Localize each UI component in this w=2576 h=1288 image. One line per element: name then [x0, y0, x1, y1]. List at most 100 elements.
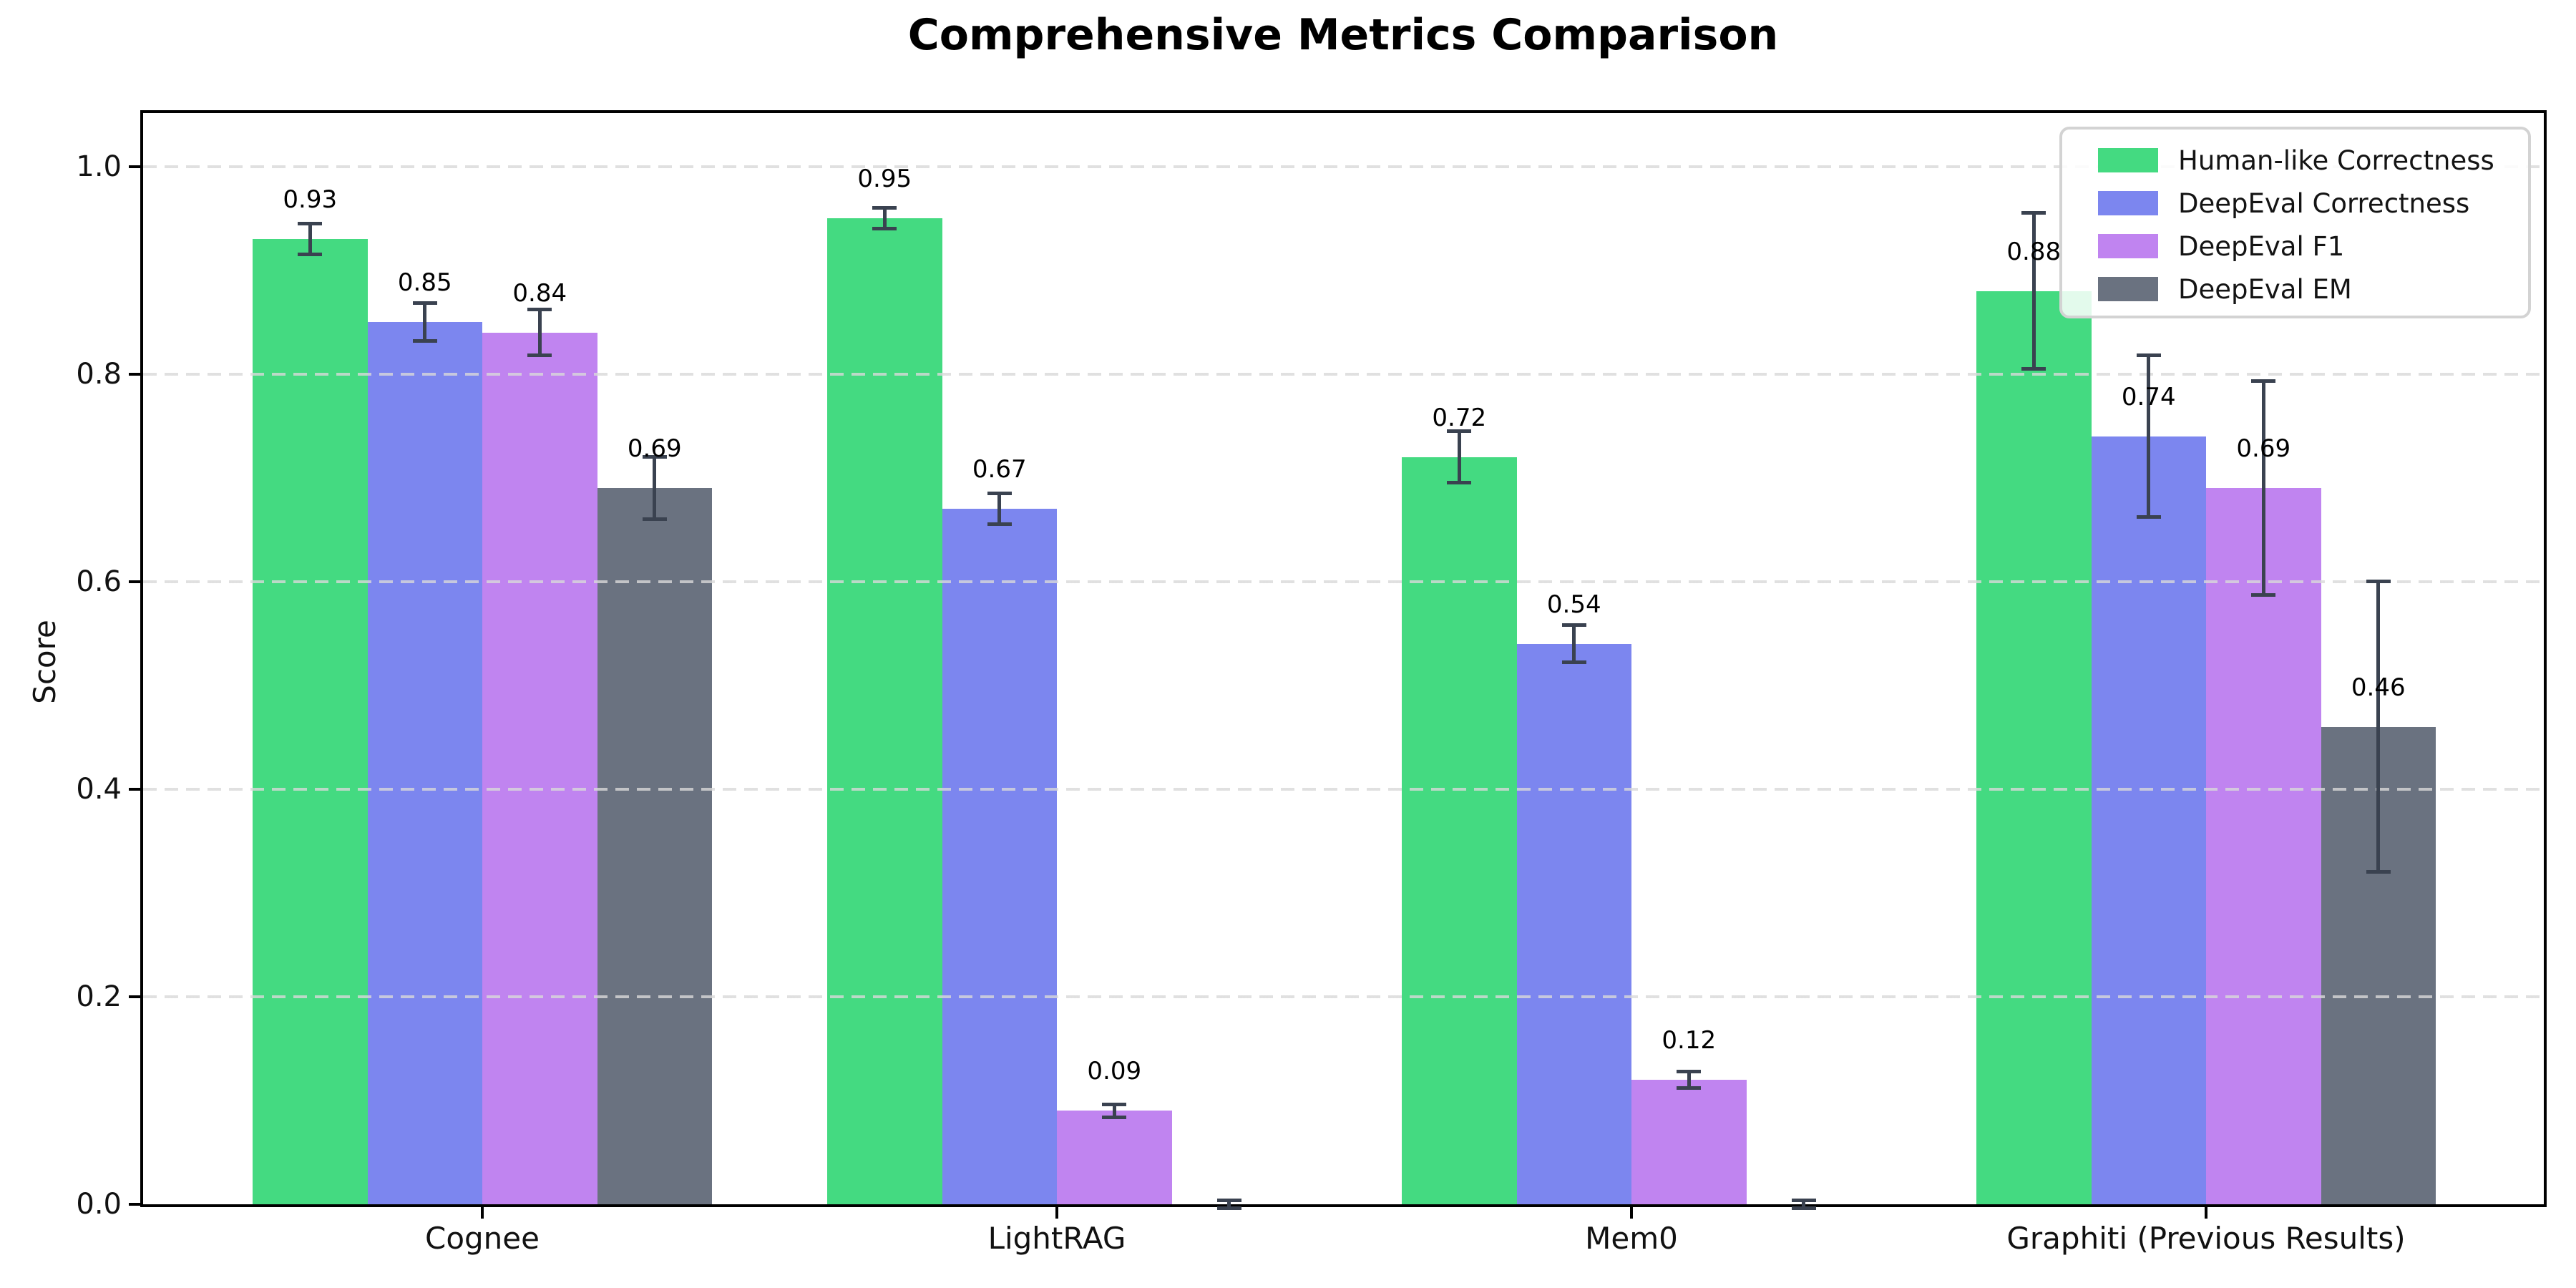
error-bar-cap-bottom — [2366, 870, 2391, 874]
error-bar-cap-bottom — [412, 338, 437, 343]
chart-title: Comprehensive Metrics Comparison — [907, 10, 1779, 60]
x-tick-label-mem0: Mem0 — [1585, 1221, 1678, 1256]
error-bar-line — [308, 223, 312, 255]
bar-value-label: 0.46 — [2351, 673, 2406, 702]
y-tick-mark — [129, 580, 140, 583]
error-bar-cap-top — [2366, 580, 2391, 584]
error-bar-cap-top — [2251, 379, 2276, 384]
error-bar-cap-top — [1102, 1103, 1127, 1107]
plot-canvas: 0.93 0.95 0.72 0.88 0.85 0.67 0.54 0.74 0.84 0.09… — [143, 113, 2544, 1211]
bar-value-label: 0.88 — [2006, 237, 2062, 266]
bar-human-like-correctness — [1402, 457, 1517, 1204]
bar-value-label: 0.69 — [2236, 434, 2291, 464]
bar-deepeval-correctness — [1516, 643, 1631, 1204]
x-tick-label-cognee: Cognee — [425, 1221, 540, 1256]
error-bar-line — [537, 309, 542, 356]
legend-label: DeepEval EM — [2178, 273, 2352, 305]
error-bar-line — [1457, 431, 1461, 483]
error-bar-line — [882, 208, 887, 229]
legend-swatch — [2098, 277, 2158, 301]
error-bar-cap-top — [298, 221, 323, 225]
error-bar-cap-bottom — [872, 227, 897, 231]
x-tick-label-graphiti-previous-results-: Graphiti (Previous Results) — [2006, 1221, 2406, 1256]
bar-value-label: 0.67 — [972, 455, 1027, 484]
error-bar-cap-top — [1561, 623, 1586, 628]
y-tick-label: 0.8 — [76, 357, 122, 391]
error-bar-cap-bottom — [642, 517, 667, 522]
gridline — [143, 787, 2544, 791]
legend: Human-like Correctness DeepEval Correctne… — [2059, 127, 2531, 318]
legend-item: DeepEval EM — [2062, 268, 2528, 311]
bar-value-label: 0.69 — [627, 434, 682, 464]
legend-swatch — [2098, 191, 2158, 215]
error-bar-line — [1687, 1071, 1691, 1088]
error-bar-cap-top — [1447, 429, 1472, 433]
y-tick-label: 0.2 — [76, 980, 122, 1013]
bar-deepeval-f1 — [1057, 1111, 1172, 1204]
error-bar-line — [1802, 1200, 1806, 1209]
bar-human-like-correctness — [1976, 291, 2092, 1204]
x-tick-mark — [1055, 1207, 1058, 1219]
bar-deepeval-correctness — [2091, 436, 2206, 1204]
error-bar-line — [1572, 625, 1576, 663]
y-tick-mark — [129, 165, 140, 168]
error-bar-cap-bottom — [298, 253, 323, 257]
error-bar-cap-top — [2136, 353, 2161, 357]
error-bar-line — [423, 303, 427, 341]
error-bar-cap-bottom — [987, 522, 1012, 527]
legend-label: Human-like Correctness — [2178, 145, 2494, 176]
error-bar-line — [1227, 1200, 1231, 1209]
bar-deepeval-correctness — [367, 322, 482, 1204]
error-bar-line — [2031, 213, 2036, 369]
bar-human-like-correctness — [827, 218, 942, 1204]
error-bar-cap-bottom — [1791, 1206, 1816, 1211]
error-bar-cap-bottom — [2021, 366, 2046, 371]
error-bar-cap-bottom — [1102, 1115, 1127, 1119]
legend-label: DeepEval F1 — [2178, 230, 2345, 262]
error-bar-cap-bottom — [1447, 481, 1472, 485]
legend-swatch — [2098, 234, 2158, 258]
error-bar-cap-top — [527, 308, 552, 312]
y-tick-mark — [129, 1203, 140, 1206]
error-bar-cap-top — [642, 455, 667, 459]
error-bar-cap-top — [1216, 1198, 1241, 1202]
y-tick-label: 0.0 — [76, 1188, 122, 1221]
bar-value-label: 0.54 — [1546, 590, 1601, 619]
bar-value-label: 0.12 — [1662, 1025, 1717, 1055]
bar-deepeval-f1 — [1631, 1079, 1747, 1204]
y-tick-mark — [129, 787, 140, 791]
bar-value-label: 0.93 — [283, 185, 338, 215]
error-bar-line — [653, 457, 657, 519]
bar-deepeval-correctness — [942, 509, 1057, 1204]
error-bar-cap-bottom — [2251, 593, 2276, 597]
y-tick-mark — [129, 995, 140, 998]
bar-value-label: 0.09 — [1087, 1057, 1142, 1086]
x-tick-mark — [2205, 1207, 2207, 1219]
legend-item: Human-like Correctness — [2062, 139, 2528, 182]
bar-human-like-correctness — [253, 239, 368, 1204]
bar-value-label: 0.72 — [1432, 403, 1487, 432]
legend-item: DeepEval F1 — [2062, 225, 2528, 268]
x-tick-mark — [1630, 1207, 1633, 1219]
y-tick-mark — [129, 372, 140, 376]
error-bar-line — [2261, 381, 2265, 595]
y-tick-label: 0.4 — [76, 772, 122, 806]
bar-deepeval-f1 — [482, 332, 597, 1204]
error-bar-cap-bottom — [1561, 660, 1586, 665]
legend-label: DeepEval Correctness — [2178, 187, 2470, 219]
error-bar-cap-top — [1677, 1069, 1702, 1073]
error-bar-cap-bottom — [2136, 515, 2161, 519]
legend-item: DeepEval Correctness — [2062, 182, 2528, 225]
x-tick-label-lightrag: LightRAG — [987, 1221, 1126, 1256]
error-bar-cap-top — [412, 301, 437, 306]
legend-swatch — [2098, 148, 2158, 172]
gridline — [143, 580, 2544, 583]
bar-value-label: 0.95 — [857, 165, 912, 194]
bar-deepeval-f1 — [2206, 488, 2321, 1204]
y-tick-label: 0.6 — [76, 565, 122, 598]
error-bar-cap-top — [872, 206, 897, 210]
error-bar-line — [997, 493, 1002, 525]
error-bar-cap-bottom — [527, 353, 552, 357]
gridline — [143, 995, 2544, 998]
y-tick-label: 1.0 — [76, 150, 122, 183]
